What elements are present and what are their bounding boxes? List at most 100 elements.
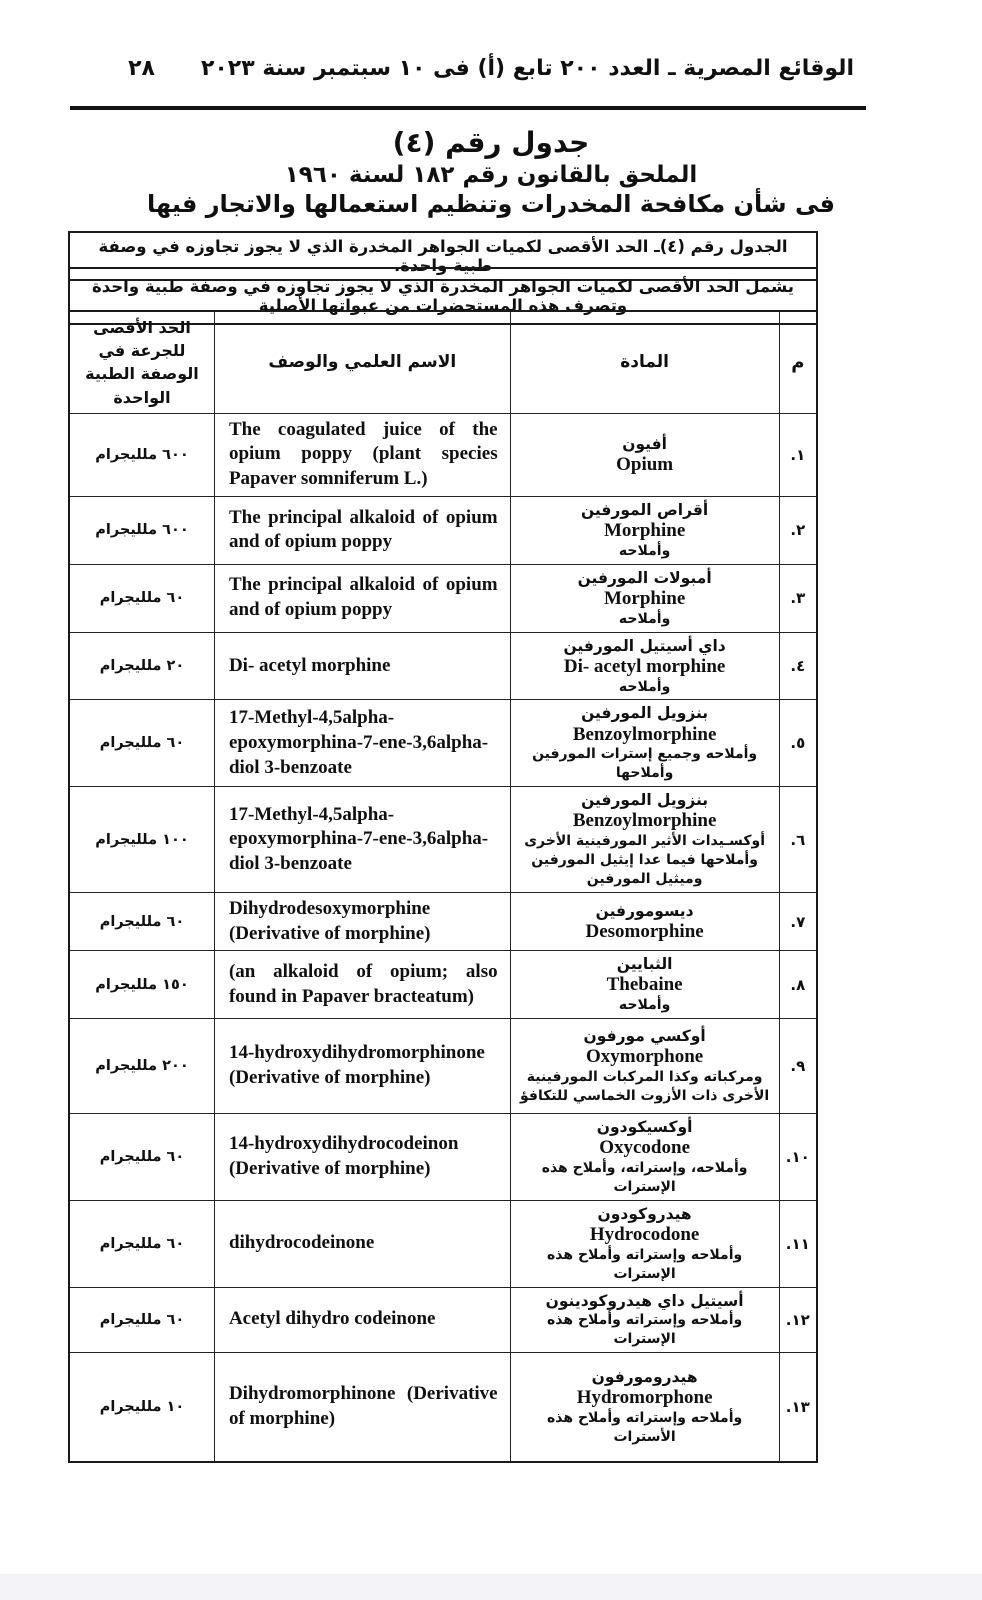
cell-row-number: ١٠. <box>778 1113 818 1201</box>
substance-arabic-name: هيدروكودون <box>597 1204 692 1223</box>
cell-substance: داي أسيتيل المورفين Di- acetyl morphine … <box>509 631 780 701</box>
notice-box-limit: الجدول رقم (٤)ـ الحد الأقصى لكميات الجوا… <box>68 231 818 281</box>
cell-max-dose: ١٠٠ ملليجرام <box>68 786 215 893</box>
cell-row-number: ١٣. <box>778 1351 818 1463</box>
table-row: ٢. أقراص المورفين Morphine وأملاحه The p… <box>68 495 818 565</box>
table-row: ٩. أوكسي مورفون Oxymorphone ومركباته وكذ… <box>68 1018 818 1115</box>
cell-substance: أوكسيكودون Oxycodone وأملاحه، وإستراته، … <box>509 1113 780 1201</box>
table-row: ٦. بنزويل المورفين Benzoylmorphine أوكسـ… <box>68 786 818 893</box>
cell-substance: أفيون Opium <box>509 412 780 497</box>
cell-max-dose: ٦٠ ملليجرام <box>68 1199 215 1288</box>
substance-english-name: Hydromorphone <box>576 1387 713 1409</box>
cell-scientific-name: 17-Methyl-4,5alpha- epoxymorphina-7-ene-… <box>213 699 511 788</box>
cell-row-number: ٢. <box>778 495 818 565</box>
substance-arabic-name: أوكسيكودون <box>596 1118 693 1137</box>
cell-scientific-name: The principal alkaloid of opium and of o… <box>213 563 511 633</box>
table-row: ٥. بنزويل المورفين Benzoylmorphine وأملا… <box>68 699 818 788</box>
cell-max-dose: ٦٠ ملليجرام <box>68 699 215 788</box>
cell-substance: أسيتيل داي هيدروكودينون وأملاحه وإستراته… <box>509 1286 780 1353</box>
cell-max-dose: ١٥٠ ملليجرام <box>68 950 215 1020</box>
substance-arabic-name: داي أسيتيل المورفين <box>563 636 726 655</box>
substance-arabic-name: أفيون <box>622 434 667 453</box>
substance-arabic-name: بنزويل المورفين <box>581 704 709 723</box>
cell-substance: أقراص المورفين Morphine وأملاحه <box>509 495 780 565</box>
cell-substance: أوكسي مورفون Oxymorphone ومركباته وكذا ا… <box>509 1018 780 1115</box>
cell-substance: الثبايين Thebaine وأملاحه <box>509 950 780 1020</box>
table-row: ١٢. أسيتيل داي هيدروكودينون وأملاحه وإست… <box>68 1286 818 1353</box>
scan-edge-strip <box>0 1574 982 1600</box>
table-title: جدول رقم (٤) <box>392 126 590 159</box>
substance-note: وأملاحه <box>618 678 671 695</box>
cell-row-number: ٩. <box>778 1018 818 1115</box>
cell-max-dose: ٢٠ ملليجرام <box>68 631 215 701</box>
page-number: ٢٨ <box>128 56 155 81</box>
cell-substance: بنزويل المورفين Benzoylmorphine أوكسـيدا… <box>509 786 780 893</box>
page-header: الوقائع المصرية ـ العدد ٢٠٠ تابع (أ) فى … <box>128 56 854 81</box>
cell-scientific-name: The coagulated juice of the opium poppy … <box>213 412 511 497</box>
column-header-substance: المادة <box>509 310 780 414</box>
cell-scientific-name: 14-hydroxydihydrocodeinon (Derivative of… <box>213 1113 511 1201</box>
law-subject: فى شأن مكافحة المخدرات وتنظيم استعمالها … <box>146 190 835 218</box>
table-row: ١. أفيون Opium The coagulated juice of t… <box>68 412 818 497</box>
cell-row-number: ١٢. <box>778 1286 818 1353</box>
substance-english-name: Benzoylmorphine <box>572 810 717 832</box>
cell-row-number: ١. <box>778 412 818 497</box>
substance-note: وأملاحه <box>618 610 671 627</box>
substance-note: وأملاحه <box>618 997 671 1014</box>
table-row: ١٠. أوكسيكودون Oxycodone وأملاحه، وإسترا… <box>68 1113 818 1201</box>
cell-row-number: ٣. <box>778 563 818 633</box>
cell-scientific-name: Di- acetyl morphine <box>213 631 511 701</box>
title-block: جدول رقم (٤) الملحق بالقانون رقم ١٨٢ لسن… <box>0 126 982 218</box>
substance-english-name: Di- acetyl morphine <box>563 655 726 677</box>
table-row: ٣. أمبولات المورفين Morphine وأملاحه The… <box>68 563 818 633</box>
table-row: ٤. داي أسيتيل المورفين Di- acetyl morphi… <box>68 631 818 701</box>
cell-scientific-name: Dihydrodesoxymorphine (Derivative of mor… <box>213 891 511 952</box>
column-header-scientific: الاسم العلمي والوصف <box>213 310 511 414</box>
substance-note: ومركباته وكذا المركبات المورفينية الأخرى… <box>520 1069 770 1105</box>
substance-note: وأملاحه وإستراته وأملاح هذه الأسترات <box>547 1409 743 1445</box>
substance-english-name: Oxymorphone <box>586 1046 704 1068</box>
cell-max-dose: ٦٠٠ ملليجرام <box>68 412 215 497</box>
table-row: ١١. هيدروكودون Hydrocodone وأملاحه وإستر… <box>68 1199 818 1288</box>
cell-row-number: ٨. <box>778 950 818 1020</box>
cell-substance: ديسومورفين Desomorphine <box>509 891 780 952</box>
cell-max-dose: ٦٠٠ ملليجرام <box>68 495 215 565</box>
substance-arabic-name: ديسومورفين <box>595 901 694 920</box>
cell-row-number: ٥. <box>778 699 818 788</box>
law-reference: الملحق بالقانون رقم ١٨٢ لسنة ١٩٦٠ <box>284 162 698 188</box>
cell-scientific-name: (an alkaloid of opium; also found in Pap… <box>213 950 511 1020</box>
cell-scientific-name: dihydrocodeinone <box>213 1199 511 1288</box>
table-body: ١. أفيون Opium The coagulated juice of t… <box>68 412 818 1463</box>
cell-substance: هيدرومورفون Hydromorphone وأملاحه وإسترا… <box>509 1351 780 1463</box>
substance-arabic-name: هيدرومورفون <box>591 1367 698 1386</box>
substance-arabic-name: أسيتيل داي هيدروكودينون <box>545 1291 744 1310</box>
substance-arabic-name: الثبايين <box>616 955 673 974</box>
cell-row-number: ٦. <box>778 786 818 893</box>
substance-english-name: Morphine <box>603 519 686 541</box>
table-row: ٧. ديسومورفين Desomorphine Dihydrodesoxy… <box>68 891 818 952</box>
cell-row-number: ١١. <box>778 1199 818 1288</box>
cell-row-number: ٤. <box>778 631 818 701</box>
substance-note: أوكسـيدات الأثير المورفينية الأخرى وأملا… <box>524 833 766 887</box>
substance-english-name: Benzoylmorphine <box>572 723 717 745</box>
substance-arabic-name: أمبولات المورفين <box>577 568 712 587</box>
substance-arabic-name: أقراص المورفين <box>580 500 709 519</box>
cell-max-dose: ١٠ ملليجرام <box>68 1351 215 1463</box>
cell-max-dose: ٦٠ ملليجرام <box>68 563 215 633</box>
table-header: م المادة الاسم العلمي والوصف الحد الأقصى… <box>68 310 818 414</box>
cell-scientific-name: Dihydromorphinone (Derivative of morphin… <box>213 1351 511 1463</box>
substance-note: وأملاحه <box>618 542 671 559</box>
column-header-max-dose: الحد الأقصى للجرعة في الوصفة الطبية الوا… <box>68 310 215 414</box>
header-row: م المادة الاسم العلمي والوصف الحد الأقصى… <box>68 310 818 414</box>
header-rule <box>70 106 866 110</box>
cell-substance: أمبولات المورفين Morphine وأملاحه <box>509 563 780 633</box>
substance-note: وأملاحه وإستراته وأملاح هذه الإسترات <box>547 1311 743 1347</box>
substance-note: وأملاحه وجميع إسترات المورفين وأملاحها <box>532 746 758 782</box>
cell-scientific-name: 14-hydroxydihydromorphinone (Derivative … <box>213 1018 511 1115</box>
cell-max-dose: ٦٠ ملليجرام <box>68 1113 215 1201</box>
substances-table: م المادة الاسم العلمي والوصف الحد الأقصى… <box>68 310 818 1464</box>
substance-note: وأملاحه، وإستراته، وأملاح هذه الإسترات <box>541 1160 748 1195</box>
cell-substance: بنزويل المورفين Benzoylmorphine وأملاحه … <box>509 699 780 788</box>
substances-table-wrap: م المادة الاسم العلمي والوصف الحد الأقصى… <box>68 310 818 1464</box>
